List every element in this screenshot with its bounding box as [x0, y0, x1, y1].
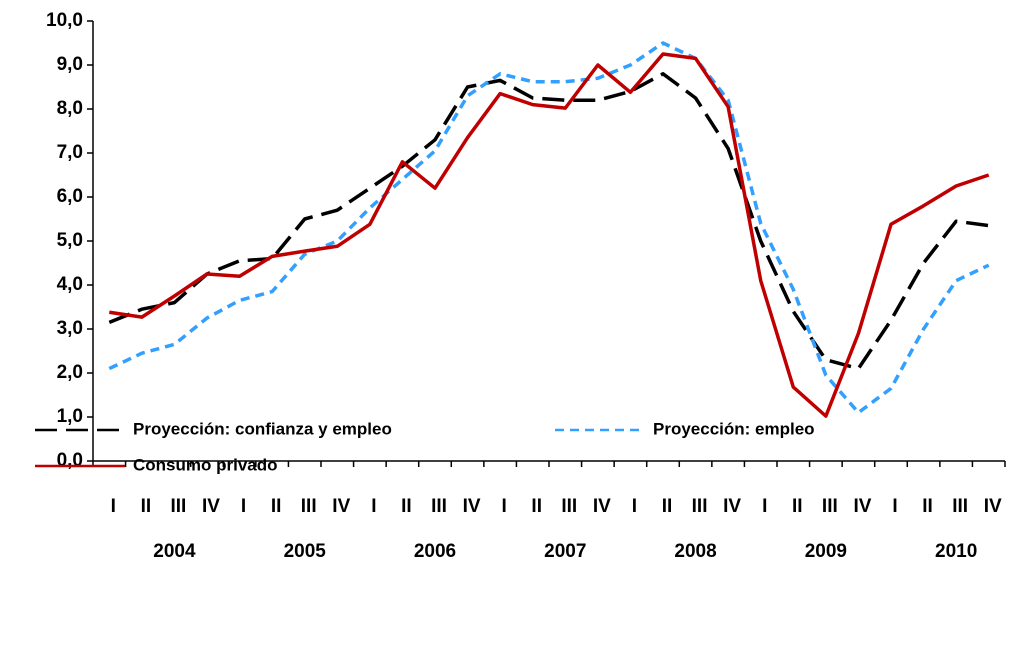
- y-tick-label: 10,0: [46, 10, 83, 31]
- y-tick-label: 1,0: [57, 406, 83, 427]
- y-tick-label: 8,0: [57, 98, 83, 119]
- year-label: 2005: [284, 541, 327, 562]
- x-tick-label: III: [301, 496, 317, 517]
- x-tick-label: II: [271, 496, 282, 517]
- y-tick-label: 5,0: [57, 230, 83, 251]
- x-tick-label: I: [111, 496, 116, 517]
- series-line: [108, 41, 990, 415]
- x-tick-label: III: [561, 496, 577, 517]
- x-tick-label: I: [502, 496, 507, 517]
- x-tick-label: I: [241, 496, 246, 517]
- y-tick-label: 7,0: [57, 142, 83, 163]
- x-tick-label: I: [632, 496, 637, 517]
- x-tick-label: III: [692, 496, 708, 517]
- x-tick-label: III: [171, 496, 187, 517]
- legend-label: Proyección: confianza y empleo: [133, 419, 392, 438]
- legend-label: Proyección: empleo: [653, 419, 815, 438]
- y-tick-label: 2,0: [57, 362, 83, 383]
- x-tick-label: IV: [463, 496, 481, 517]
- x-tick-label: II: [792, 496, 803, 517]
- year-label: 2008: [674, 541, 716, 562]
- y-tick-label: 4,0: [57, 274, 83, 295]
- x-tick-label: II: [401, 496, 412, 517]
- series-line: [108, 72, 989, 371]
- x-tick-label: IV: [593, 496, 611, 517]
- x-tick-label: III: [822, 496, 838, 517]
- year-label: 2006: [414, 541, 456, 562]
- y-tick-label: 0,0: [57, 450, 83, 471]
- series-line: [109, 52, 990, 418]
- y-tick-label: 6,0: [57, 186, 83, 207]
- legend-label: Consumo privado: [133, 455, 278, 474]
- x-tick-label: IV: [984, 496, 1002, 517]
- x-tick-label: II: [922, 496, 933, 517]
- x-tick-label: I: [762, 496, 767, 517]
- x-tick-label: IV: [202, 496, 220, 517]
- year-label: 2010: [935, 541, 977, 562]
- year-label: 2004: [153, 541, 196, 562]
- x-tick-label: II: [662, 496, 673, 517]
- x-tick-label: III: [952, 496, 968, 517]
- year-label: 2009: [805, 541, 847, 562]
- x-tick-label: I: [892, 496, 897, 517]
- year-label: 2007: [544, 541, 586, 562]
- y-tick-label: 9,0: [57, 54, 83, 75]
- x-tick-label: IV: [332, 496, 350, 517]
- x-tick-label: III: [431, 496, 447, 517]
- x-tick-label: IV: [853, 496, 871, 517]
- y-tick-label: 3,0: [57, 318, 83, 339]
- x-tick-label: IV: [723, 496, 741, 517]
- x-tick-label: I: [371, 496, 376, 517]
- x-tick-label: II: [531, 496, 542, 517]
- x-tick-label: II: [141, 496, 152, 517]
